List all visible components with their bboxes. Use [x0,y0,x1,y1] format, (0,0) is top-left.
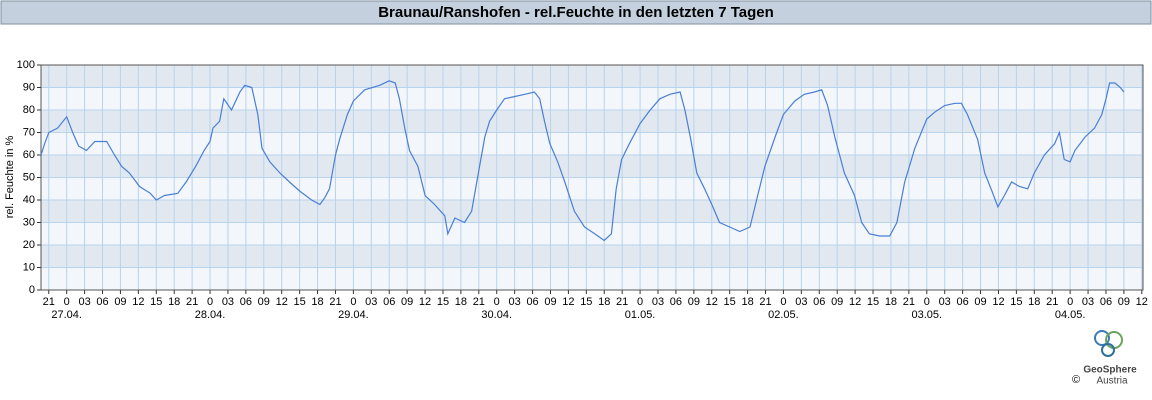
x-tick-label: 21 [759,296,771,308]
x-tick-label: 09 [258,296,270,308]
x-tick-label: 15 [437,296,449,308]
x-tick-label: 18 [598,296,610,308]
x-tick-label: 06 [1100,296,1112,308]
x-tick-label: 06 [813,296,825,308]
x-tick-label: 15 [867,296,879,308]
x-tick-label: 21 [329,296,341,308]
grid-band [41,200,1143,223]
grid-band [41,110,1143,133]
y-tick-label: 70 [23,126,35,138]
x-tick-label: 0 [924,296,930,308]
copyright: © [1072,374,1080,386]
x-tick-label: 12 [419,296,431,308]
x-tick-label: 15 [150,296,162,308]
x-tick-label: 06 [670,296,682,308]
title-bar [0,0,1152,25]
logo-sub: Austria [1096,376,1128,387]
date-label: 28.04. [195,309,226,321]
x-tick-label: 12 [849,296,861,308]
x-tick-label: 12 [1136,296,1148,308]
x-tick-label: 12 [992,296,1004,308]
x-tick-label: 0 [207,296,213,308]
x-tick-label: 09 [1118,296,1130,308]
x-tick-label: 12 [132,296,144,308]
x-tick-label: 21 [1046,296,1058,308]
x-tick-label: 03 [652,296,664,308]
x-tick-label: 09 [401,296,413,308]
x-tick-label: 03 [509,296,521,308]
x-tick-label: 06 [96,296,108,308]
y-tick-label: 60 [23,149,35,161]
x-tick-label: 12 [562,296,574,308]
y-tick-label: 20 [23,239,35,251]
x-tick-label: 03 [795,296,807,308]
x-tick-label: 0 [1067,296,1073,308]
x-tick-label: 03 [78,296,90,308]
x-tick-label: 21 [616,296,628,308]
y-tick-label: 80 [23,104,35,116]
date-label: 29.04. [338,309,369,321]
x-tick-label: 0 [780,296,786,308]
x-tick-label: 03 [365,296,377,308]
logo-name: GeoSphere [1083,365,1137,376]
x-tick-label: 21 [473,296,485,308]
x-tick-label: 18 [741,296,753,308]
x-tick-label: 12 [706,296,718,308]
x-tick-label: 18 [311,296,323,308]
x-tick-label: 09 [974,296,986,308]
x-tick-label: 06 [383,296,395,308]
x-tick-label: 15 [724,296,736,308]
chart-title: Braunau/Ranshofen - rel.Feuchte in den l… [378,4,774,21]
plot-frame [40,64,1144,291]
x-tick-label: 21 [903,296,915,308]
y-tick-label: 90 [23,81,35,93]
x-tick-label: 18 [455,296,467,308]
y-tick-label: 30 [23,216,35,228]
x-tick-label: 15 [1010,296,1022,308]
x-tick-label: 21 [43,296,55,308]
y-axis-label: rel. Feuchte in % [4,136,16,219]
x-tick-label: 03 [1082,296,1094,308]
x-tick-label: 18 [885,296,897,308]
date-label: 02.05. [768,309,799,321]
x-tick-label: 06 [956,296,968,308]
y-tick-label: 40 [23,194,35,206]
y-tick-label: 10 [23,261,35,273]
date-label: 01.05. [625,309,656,321]
x-tick-label: 09 [114,296,126,308]
date-label: 27.04. [51,309,82,321]
logo: GeoSphere Austria © [1072,330,1137,387]
x-tick-label: 12 [276,296,288,308]
date-label: 03.05. [911,309,942,321]
x-tick-label: 0 [64,296,70,308]
grid-band [41,155,1143,178]
date-label: 04.05. [1055,309,1086,321]
y-tick-label: 50 [23,171,35,183]
data-line [40,80,1125,242]
x-tick-label: 09 [544,296,556,308]
x-tick-label: 18 [1028,296,1040,308]
x-tick-label: 06 [526,296,538,308]
x-tick-label: 18 [168,296,180,308]
y-tick-label: 100 [17,59,35,71]
x-tick-label: 03 [939,296,951,308]
x-tick-label: 0 [637,296,643,308]
plot-area: 21 0 03 06 09 12 15 18 21 0 03 06 09 12 15 18 21 0 03 06 09 1… [17,59,1148,321]
x-tick-label: 15 [294,296,306,308]
x-tick-label: 06 [240,296,252,308]
x-tick-label: 09 [831,296,843,308]
x-tick-label: 0 [350,296,356,308]
y-tick-label: 0 [29,284,35,296]
x-tick-label: 09 [688,296,700,308]
x-tick-label: 15 [580,296,592,308]
x-tick-label: 21 [186,296,198,308]
date-label: 30.04. [481,309,512,321]
x-tick-label: 0 [494,296,500,308]
grid-band [41,65,1143,88]
grid-band [41,245,1143,268]
x-tick-label: 03 [222,296,234,308]
